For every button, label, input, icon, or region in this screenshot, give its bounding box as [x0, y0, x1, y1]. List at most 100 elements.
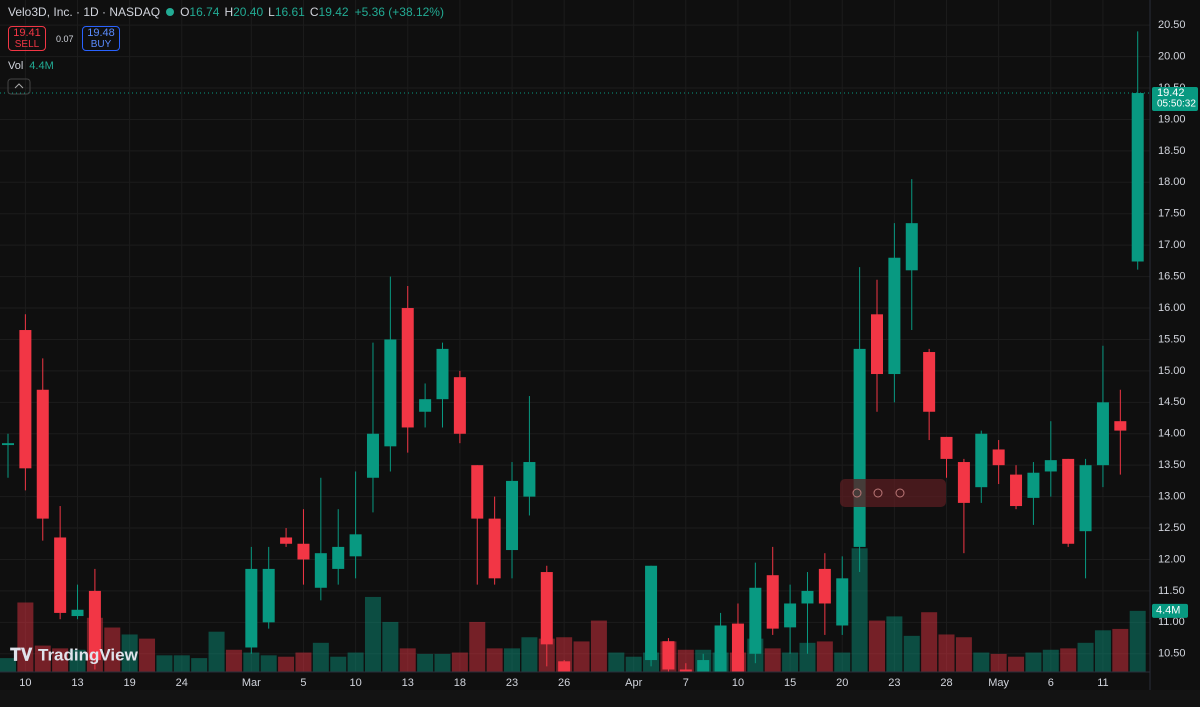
candle-body	[471, 465, 484, 519]
candle-body	[766, 575, 779, 629]
candle-body	[576, 682, 588, 688]
candle-body	[401, 308, 414, 428]
volume-bar	[1094, 630, 1111, 672]
y-tick-label: 12.00	[1158, 553, 1186, 565]
candle-body	[905, 223, 918, 271]
price-label: 19.42	[1157, 87, 1185, 99]
x-tick-label: 11	[1097, 677, 1108, 689]
candle-body	[297, 543, 310, 560]
buy-button[interactable]: 19.48 BUY	[82, 26, 120, 51]
x-tick-label: 10	[19, 677, 31, 689]
candle-body	[871, 314, 883, 375]
volume-bar	[69, 649, 86, 672]
sell-label: SELL	[14, 39, 40, 50]
spread: 0.07	[56, 34, 74, 44]
candle-body	[262, 568, 275, 623]
volume-bar	[955, 637, 972, 672]
volume-bar	[573, 641, 590, 672]
volume-bar	[834, 652, 851, 672]
y-tick-label: 13.00	[1158, 491, 1186, 503]
toolbar-icon[interactable]	[873, 488, 883, 498]
volume-bar	[625, 656, 642, 672]
candle-body	[211, 673, 223, 679]
x-tick-label: 24	[176, 677, 188, 689]
volume-bar	[34, 645, 51, 672]
y-tick-label: 17.50	[1158, 208, 1186, 220]
volume-bar	[816, 641, 833, 672]
volume-bar	[521, 637, 538, 672]
candle-body	[488, 518, 501, 579]
legend: Velo3D, Inc. · 1D · NASDAQ O16.74 H20.40 L…	[8, 5, 444, 19]
ohlc-label: C	[309, 5, 319, 19]
candle-body	[193, 676, 205, 682]
floating-toolbar[interactable]	[840, 479, 946, 507]
candle-body	[1044, 460, 1057, 472]
volume-label-box	[1152, 603, 1188, 618]
x-tick-label: 13	[402, 677, 414, 689]
candle-body	[679, 669, 692, 672]
volume-value: 4.4M	[29, 60, 54, 72]
volume-bar	[243, 652, 260, 672]
candle-body	[349, 534, 362, 557]
candle-body	[419, 399, 432, 412]
countdown: 05:50:32	[1157, 99, 1196, 110]
candle-body	[436, 348, 449, 400]
ohlc-item: C19.42	[310, 5, 349, 19]
volume-bar	[295, 652, 312, 672]
candle-body	[1027, 472, 1040, 498]
volume-bar	[677, 649, 694, 672]
y-tick-label: 15.50	[1158, 333, 1186, 345]
candle-body	[314, 553, 327, 588]
volume-bar	[1025, 652, 1042, 672]
axes: 10.50 11.00 11.50 12.00 12.50 13.00 13.50 14.00…	[0, 19, 1198, 689]
volume-bar	[486, 648, 503, 672]
y-tick-label: 11.50	[1158, 585, 1185, 597]
candle-body	[540, 572, 553, 645]
ohlc-value: 20.40	[233, 5, 264, 19]
candle-body	[888, 257, 901, 375]
volume-bar	[382, 621, 399, 672]
toolbar-icon[interactable]	[895, 488, 905, 498]
candle-body	[801, 590, 814, 604]
volume-bar	[990, 653, 1007, 672]
y-tick-label: 12.50	[1158, 522, 1186, 534]
volume-bar	[903, 635, 920, 672]
price-pane	[2, 31, 1144, 689]
volume-pane	[0, 548, 1146, 672]
candle-body	[784, 603, 797, 628]
ohlc-item: L16.61	[268, 5, 305, 19]
candle-body	[697, 660, 710, 672]
ohlc-value: 16.61	[274, 5, 305, 19]
x-tick-label: 18	[454, 677, 466, 689]
volume-bar	[399, 648, 416, 672]
candle-body	[88, 590, 101, 661]
candle-body	[2, 443, 14, 446]
grid	[0, 0, 1150, 672]
volume-bar	[364, 596, 381, 672]
volume-bar	[851, 548, 868, 672]
volume-bar	[1077, 642, 1094, 672]
y-tick-label: 14.00	[1158, 428, 1186, 440]
volume-bar	[312, 642, 329, 672]
ohlc: O16.74 H20.40 L16.61 C19.42	[180, 5, 349, 19]
toolbar-icon[interactable]	[852, 488, 862, 498]
buy-price: 19.48	[87, 27, 115, 39]
bottom-bar	[0, 690, 1200, 707]
y-tick-label: 10.50	[1158, 648, 1186, 660]
candle-body	[836, 578, 849, 626]
candle-body	[141, 676, 153, 689]
candle-body	[1131, 93, 1144, 262]
volume-bar	[434, 653, 451, 672]
collapse-button[interactable]	[7, 78, 31, 95]
candle-body	[1010, 474, 1023, 507]
ohlc-value: 16.74	[189, 5, 220, 19]
y-tick-label: 20.50	[1158, 19, 1186, 31]
volume-bar	[451, 652, 468, 672]
change: +5.36 (+38.12%)	[354, 5, 444, 19]
volume-bar	[139, 638, 156, 672]
volume-bar	[208, 631, 225, 672]
candle-body	[384, 339, 397, 447]
symbol[interactable]: Velo3D, Inc. · 1D · NASDAQ	[8, 5, 161, 19]
sell-button[interactable]: 19.41 SELL	[8, 26, 46, 51]
